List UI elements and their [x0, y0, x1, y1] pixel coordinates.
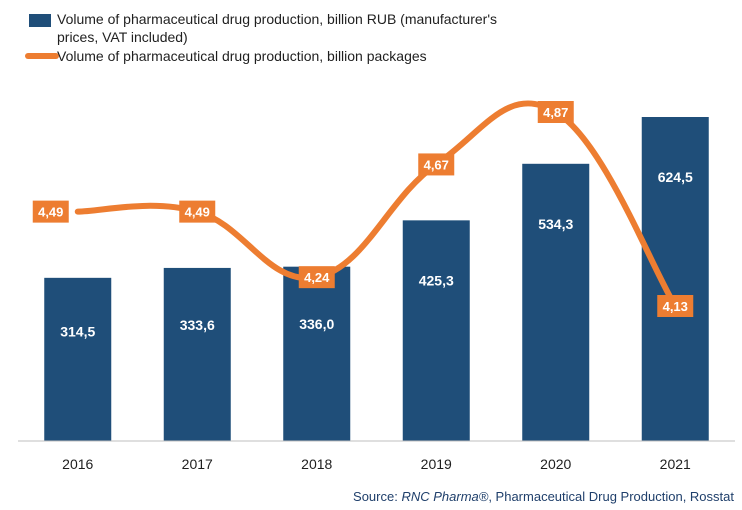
x-tick-label: 2016: [62, 456, 93, 472]
line-value-label: 4,49: [38, 205, 63, 220]
line-series: 4,49 4,49 4,24 4,67 4,87 4,13: [32, 100, 694, 317]
x-tick-label: 2021: [660, 456, 691, 472]
legend-label-bar: prices, VAT included): [57, 29, 188, 45]
source-note: Source: RNC Pharma®, Pharmaceutical Drug…: [353, 489, 734, 504]
x-tick-label: 2020: [540, 456, 571, 472]
bar: [641, 117, 709, 441]
line-point-label-bg: [657, 295, 694, 317]
line-value-label: 4,24: [304, 270, 330, 285]
x-tick-label: 2018: [301, 456, 332, 472]
source-brand: RNC Pharma®: [401, 489, 489, 504]
line-point-label-bg: [32, 200, 69, 223]
bar-value-label: 425,3: [419, 272, 454, 288]
bar: [44, 277, 112, 441]
legend: Volume of pharmaceutical drug production…: [25, 11, 497, 64]
line-point-label-bg: [537, 101, 574, 123]
legend-label-bar: Volume of pharmaceutical drug production…: [57, 11, 497, 27]
legend-label-line: Volume of pharmaceutical drug production…: [57, 48, 427, 64]
bar: [522, 163, 590, 441]
line-value-label: 4,13: [663, 299, 688, 314]
x-tick-label: 2017: [182, 456, 213, 472]
line-value-label: 4,49: [185, 205, 210, 220]
line-value-label: 4,67: [424, 157, 449, 172]
bar: [283, 266, 351, 441]
line-point-label-bg: [418, 153, 455, 176]
bar: [163, 267, 231, 441]
line-point-label-bg: [179, 200, 216, 223]
bar-series: 314,5 333,6 336,0 425,3 534,3 624,5: [44, 117, 709, 441]
bar-value-label: 534,3: [538, 216, 573, 232]
source-prefix: Source:: [353, 489, 402, 504]
bar-value-label: 314,5: [60, 324, 95, 340]
bar: [402, 220, 470, 441]
legend-swatch-bar: [29, 14, 51, 27]
bar-value-label: 624,5: [658, 169, 693, 185]
source-rest: , Pharmaceutical Drug Production, Rossta…: [488, 489, 734, 504]
line-value-label: 4,87: [543, 105, 568, 120]
line-point-label-bg: [298, 266, 335, 289]
x-axis-ticks: 2016 2017 2018 2019 2020 2021: [62, 456, 691, 472]
x-tick-label: 2019: [421, 456, 452, 472]
bar-value-label: 336,0: [299, 316, 334, 332]
bar-value-label: 333,6: [180, 317, 215, 333]
